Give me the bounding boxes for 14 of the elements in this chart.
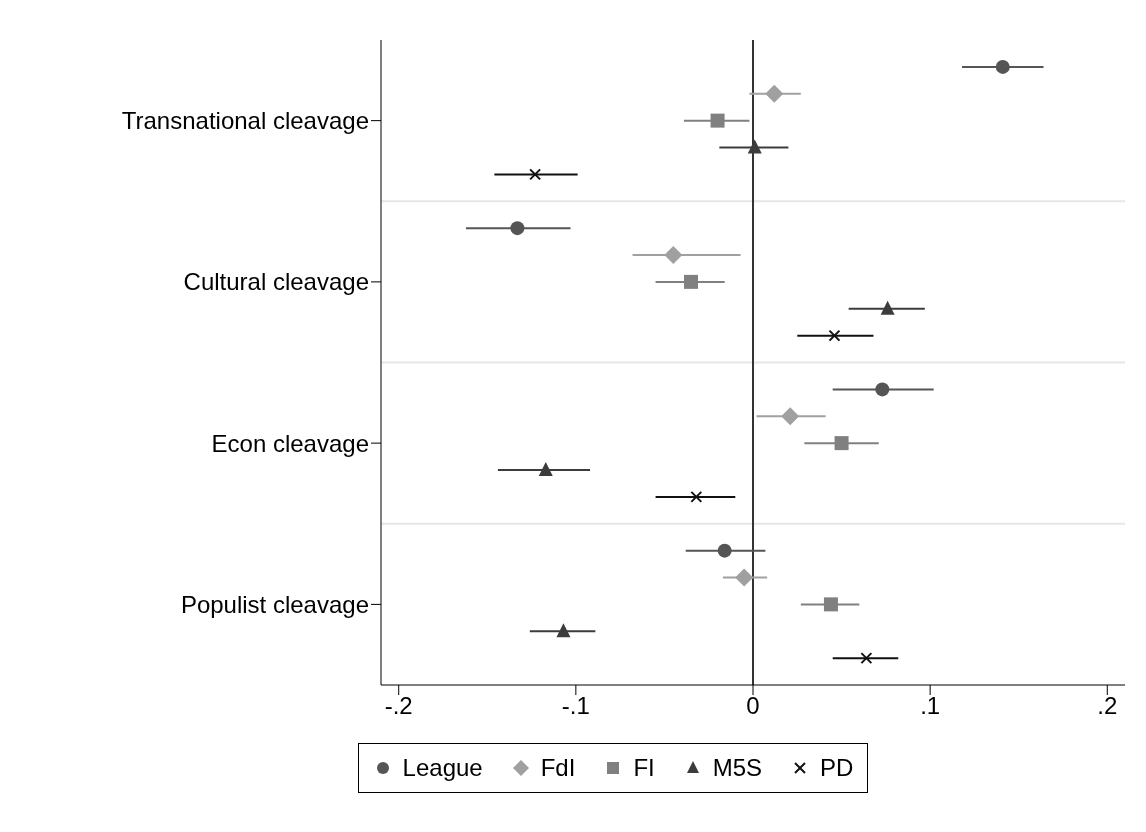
- x-tick-label: -.1: [561, 692, 590, 720]
- legend-label: FI: [633, 754, 655, 782]
- y-tick-label: Econ cleavage: [211, 429, 369, 457]
- y-tick-label: Cultural cleavage: [183, 268, 369, 296]
- legend-label: M5S: [712, 754, 763, 782]
- legend-label: PD: [820, 754, 854, 782]
- legend-label: FdI: [540, 754, 576, 782]
- y-tick-label: Populist cleavage: [180, 590, 369, 618]
- y-tick-label: Transnational cleavage: [121, 107, 369, 135]
- x-tick-label: .1: [920, 692, 941, 720]
- x-tick-label: 0: [746, 692, 760, 720]
- x-tick-label: .2: [1097, 692, 1118, 720]
- legend-label: League: [402, 754, 483, 782]
- x-tick-label: -.2: [384, 692, 413, 720]
